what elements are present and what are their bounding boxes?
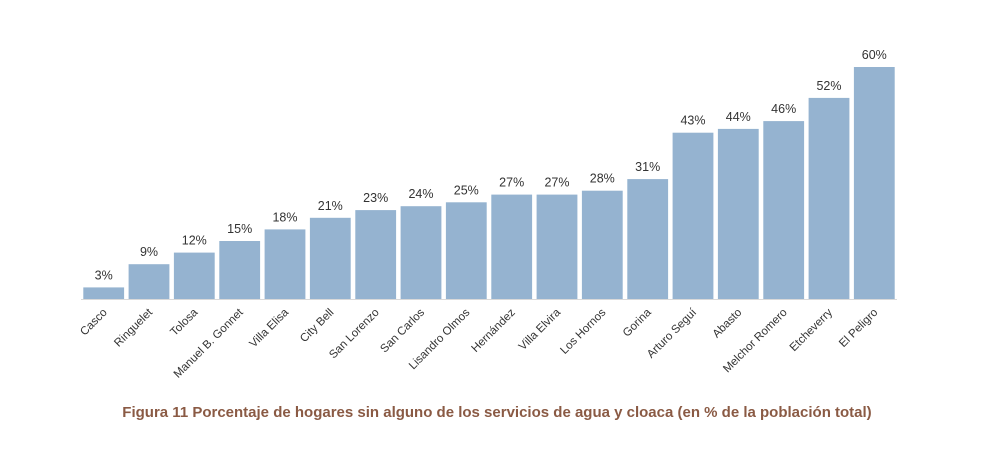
bar <box>763 121 805 299</box>
data-label: 24% <box>408 187 433 201</box>
bar <box>219 241 261 299</box>
x-tick-label: El Peligro <box>837 307 880 350</box>
x-tick-label: Tolosa <box>168 306 200 338</box>
bar <box>491 194 533 299</box>
bar <box>400 206 442 299</box>
bar-chart: 3% 9% 12% 15% 18% 21% 23% 24% 25% 27% 27% 28% 31% 43%… <box>78 48 897 381</box>
data-label: 28% <box>590 172 615 186</box>
x-tick-label: Abasto <box>711 307 745 341</box>
data-label: 18% <box>272 210 297 224</box>
bar <box>309 217 351 299</box>
figure-caption: Figura 11 Porcentaje de hogares sin algu… <box>122 404 872 421</box>
bar <box>581 190 623 299</box>
x-tick-label: Ringuelet <box>112 306 155 349</box>
data-label: 23% <box>363 191 388 205</box>
x-tick-label: Arturo Seguí <box>645 306 700 361</box>
x-tick-label: Casco <box>78 307 110 339</box>
data-label: 60% <box>862 48 887 62</box>
data-label: 27% <box>544 176 569 190</box>
bar <box>264 229 306 299</box>
x-tick-label: Hernández <box>470 306 518 354</box>
bar <box>355 210 397 299</box>
bars-group <box>83 67 895 300</box>
data-label: 52% <box>816 79 841 93</box>
data-label: 43% <box>680 114 705 128</box>
bar <box>717 128 759 299</box>
x-tick-label: Villa Elisa <box>248 306 292 350</box>
x-tick-label: Villa Elvira <box>517 306 564 353</box>
data-label: 27% <box>499 176 524 190</box>
x-tick-label: Gorina <box>621 306 654 339</box>
data-label: 21% <box>318 199 343 213</box>
x-tick-label: Etcheverry <box>788 306 836 354</box>
bar <box>83 287 125 299</box>
value-labels-group: 3% 9% 12% 15% 18% 21% 23% 24% 25% 27% 27% 28% 31% 43%… <box>95 48 887 282</box>
bar <box>672 132 714 299</box>
bar <box>536 194 578 299</box>
x-tick-label: San Carlos <box>378 306 427 355</box>
bar <box>853 67 895 299</box>
data-label: 25% <box>454 183 479 197</box>
bar <box>128 264 170 299</box>
data-label: 3% <box>95 268 113 282</box>
bar <box>445 202 487 299</box>
data-label: 15% <box>227 222 252 236</box>
bar <box>173 252 215 299</box>
data-label: 9% <box>140 245 158 259</box>
bar <box>808 97 850 300</box>
data-label: 44% <box>726 110 751 124</box>
data-label: 12% <box>182 234 207 248</box>
data-label: 31% <box>635 160 660 174</box>
x-tick-label: Los Hornos <box>558 306 608 356</box>
x-tick-label: City Bell <box>298 307 336 345</box>
bar <box>627 179 669 299</box>
data-label: 46% <box>771 102 796 116</box>
